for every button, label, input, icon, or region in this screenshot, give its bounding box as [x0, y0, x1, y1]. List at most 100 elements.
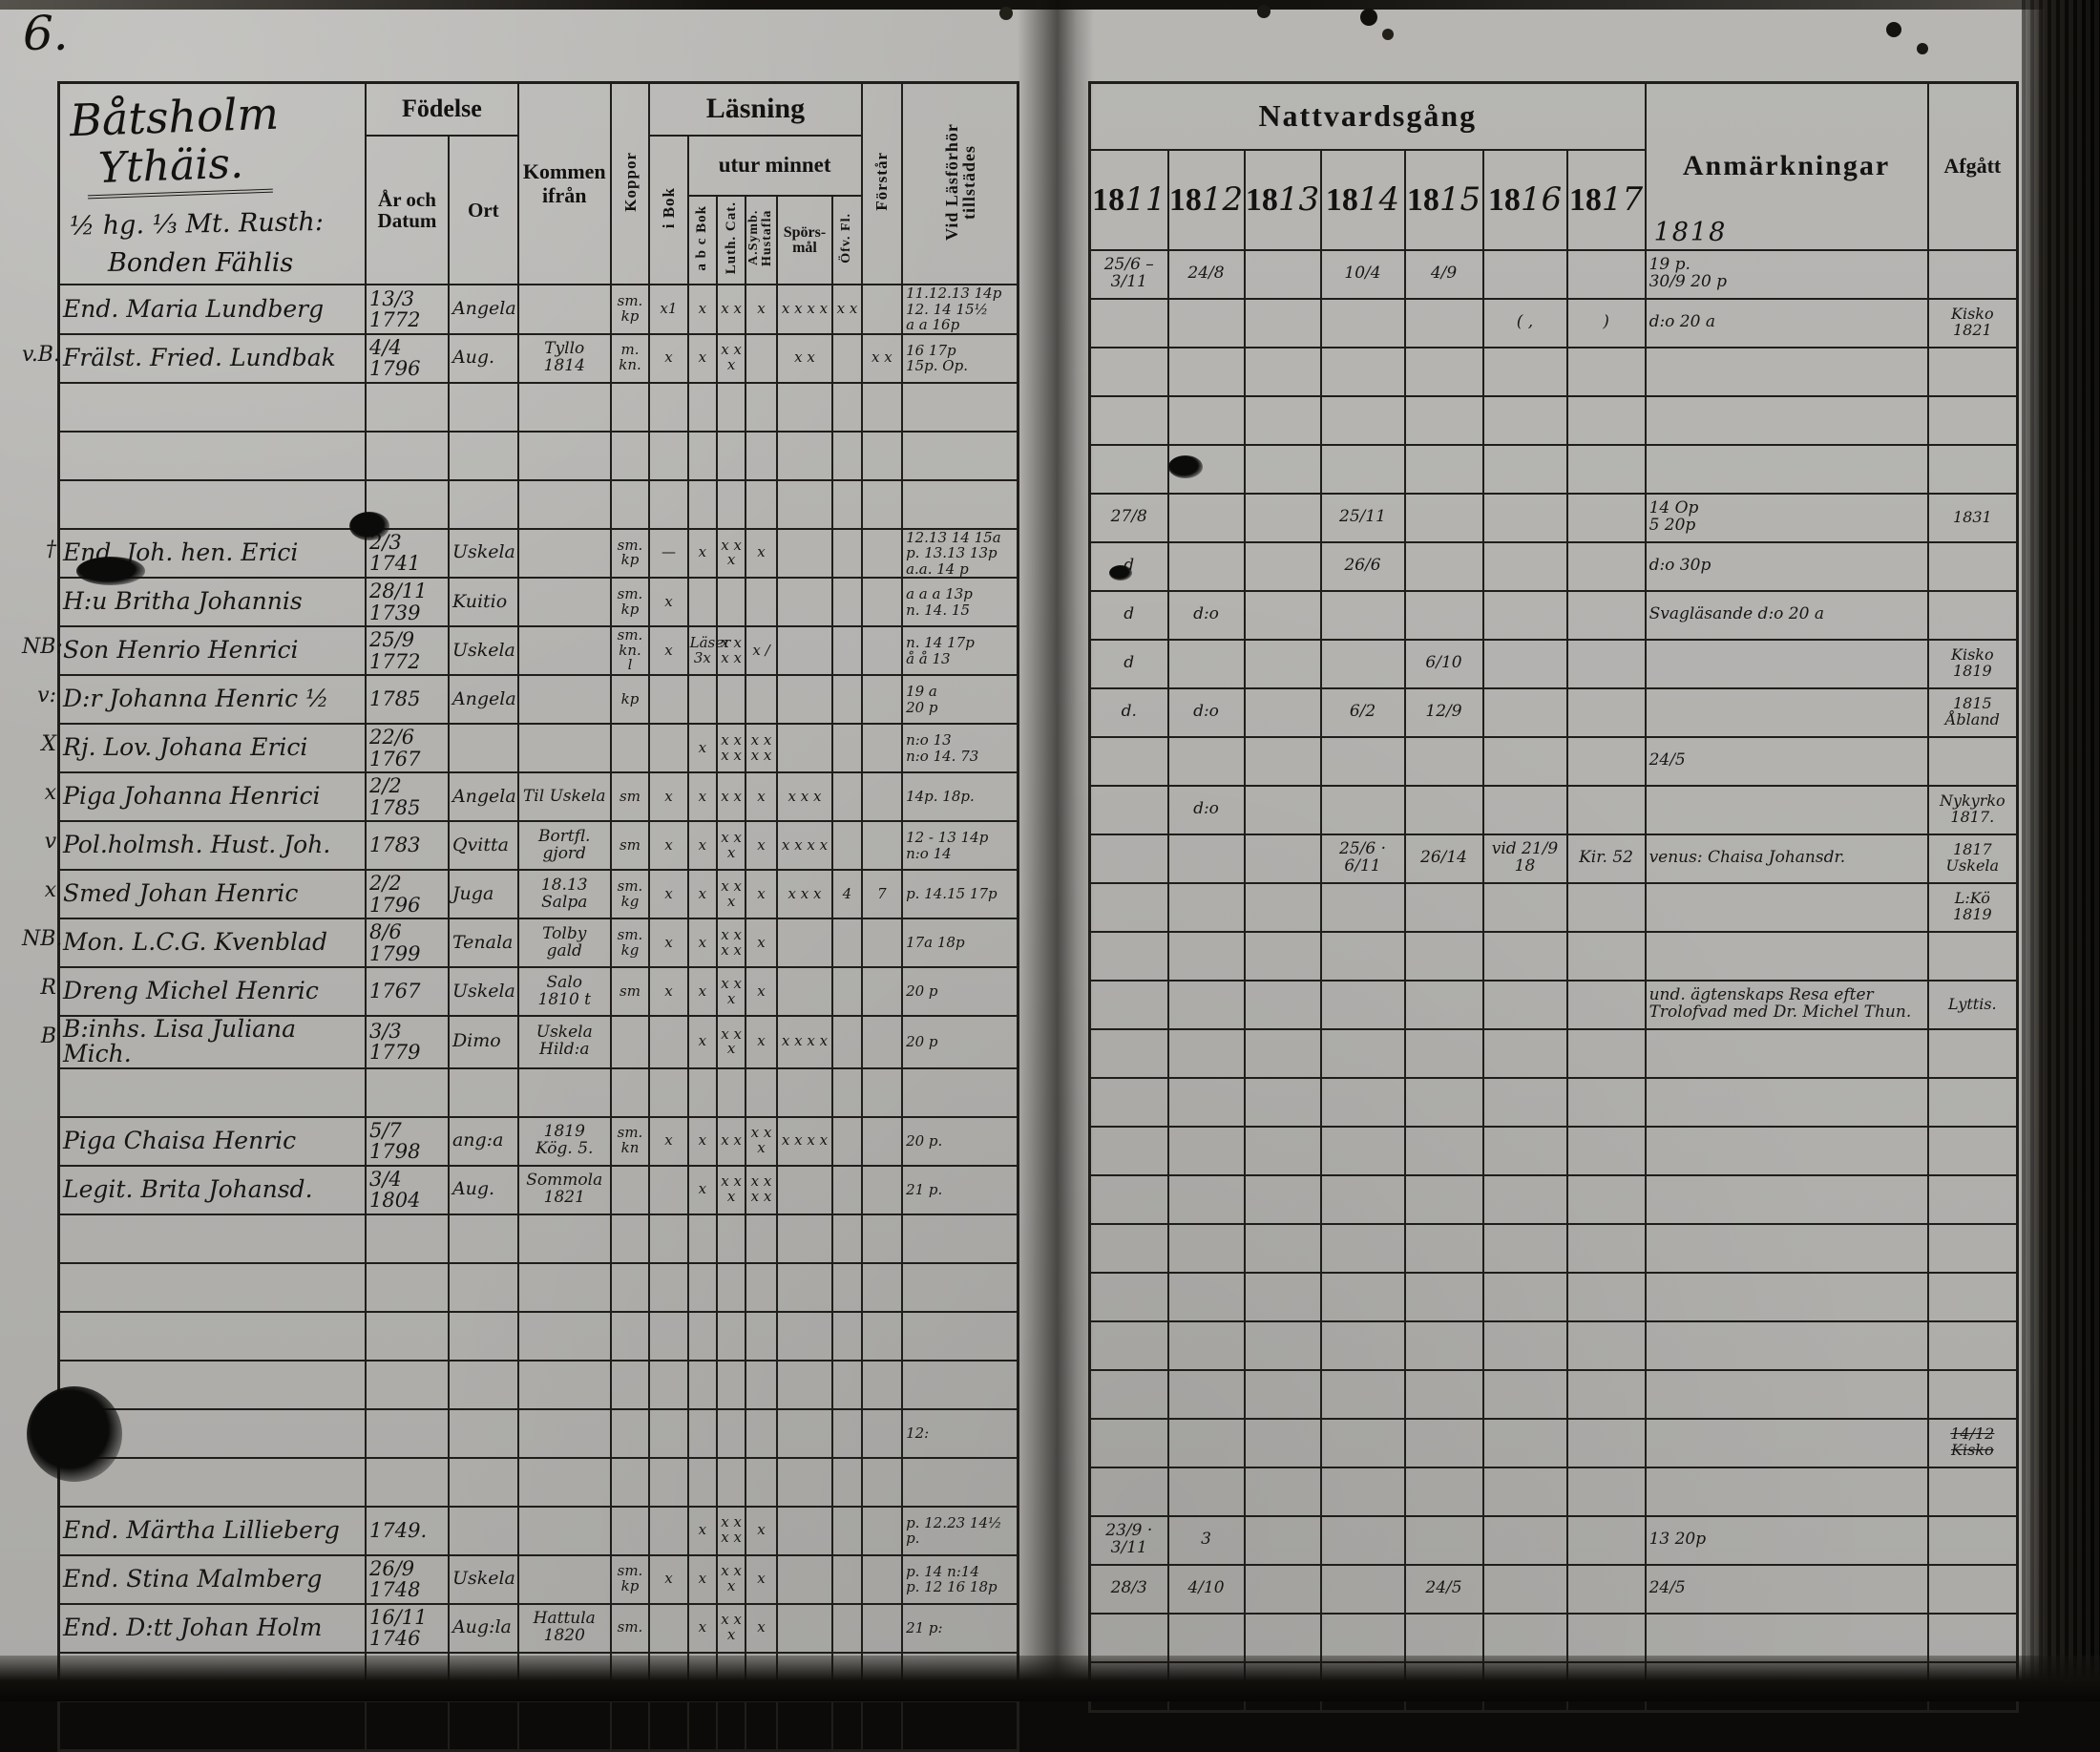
communion-y12-cell	[1166, 1173, 1246, 1225]
communion-y14-cell	[1319, 979, 1406, 1030]
col-header-year-1814: 1814	[1319, 148, 1406, 251]
smallpox-cell: sm.	[609, 1602, 651, 1654]
communion-y12-cell: d:o	[1166, 784, 1246, 835]
reading-mark-cell: x	[686, 284, 718, 335]
come-from-cell	[516, 430, 612, 481]
communion-y17-cell	[1565, 1222, 1647, 1274]
person-name: Frälst. Fried. Lundbak	[63, 343, 336, 371]
come-from-cell: Uskela Hild:a	[516, 1015, 612, 1069]
smallpox-cell	[609, 1015, 651, 1069]
reading-mark-cell	[860, 1261, 904, 1313]
communion-y16-cell	[1481, 1368, 1568, 1420]
register-row-left: v Pol.holmsh. Hust. Joh. 1783 Qvitta Bortfl.…	[45, 820, 1019, 871]
birth-place-cell	[447, 1505, 519, 1556]
reading-mark-cell: x	[745, 918, 778, 968]
communion-y14-cell: 10/4	[1319, 248, 1406, 300]
year-script-digits: 16	[1520, 180, 1563, 219]
communion-y14-cell	[1319, 784, 1406, 835]
person-name: Smed Johan Henric	[63, 879, 299, 908]
reading-mark-cell	[686, 478, 718, 530]
year-printed-prefix: 18	[1092, 182, 1125, 218]
remark-cell	[1644, 346, 1929, 397]
smallpox-cell	[609, 1164, 651, 1215]
reading-mark-cell: x	[648, 869, 689, 919]
reading-mark-cell	[648, 723, 689, 773]
communion-y13-cell	[1243, 1173, 1322, 1225]
reading-mark-cell	[686, 1310, 718, 1361]
reading-mark-cell: x x x x	[775, 820, 834, 871]
moved-away-cell	[1926, 1368, 2019, 1420]
moved-away-cell	[1926, 1466, 2019, 1517]
communion-y17-cell	[1565, 1173, 1647, 1225]
name-cell	[57, 1261, 367, 1313]
reading-mark-cell	[860, 478, 904, 530]
communion-y15-cell	[1403, 346, 1484, 397]
reading-mark-cell: x x x x	[775, 284, 834, 335]
col-header-year-1813: 1813	[1243, 148, 1322, 251]
reading-mark-cell: x	[745, 1505, 778, 1556]
reading-mark-cell	[831, 1505, 863, 1556]
remark-cell	[1644, 1466, 1929, 1517]
communion-y11-cell	[1088, 833, 1169, 884]
reading-mark-cell	[715, 1310, 747, 1361]
person-name: Piga Johanna Henrici	[63, 782, 321, 811]
col-header-kommen-ifran: Kommen ifrån	[516, 81, 612, 285]
birth-place-cell: Uskela	[447, 625, 519, 676]
communion-y15-cell	[1403, 1514, 1484, 1566]
communion-y11-cell: d	[1088, 540, 1169, 592]
exam-note-cell: 20 p.	[901, 1115, 1019, 1167]
reading-mark-cell	[686, 1359, 718, 1410]
communion-y13-cell	[1243, 638, 1322, 689]
register-row-right: 25/6 · 6/11 26/14 vid 21/9 18 Kir. 52 venus:…	[1088, 833, 2019, 884]
moved-away-cell	[1926, 1125, 2019, 1176]
remark-cell: d:o 30p	[1644, 540, 1929, 592]
smallpox-cell	[609, 1407, 651, 1459]
exam-note-cell	[901, 478, 1019, 530]
household-note-line4: Bonden Fählis	[108, 248, 294, 278]
come-from-cell	[516, 1505, 612, 1556]
communion-y14-cell: 6/2	[1319, 686, 1406, 738]
communion-y14-cell	[1319, 394, 1406, 446]
col-header-year-1817: 1817	[1565, 148, 1647, 251]
reading-mark-cell	[775, 577, 834, 627]
communion-y12-cell	[1166, 1125, 1246, 1176]
communion-y17-cell	[1565, 686, 1647, 738]
communion-y13-cell	[1243, 1514, 1322, 1566]
register-row-left: Legit. Brita Johansd. 3/4 1804 Aug. Sommola…	[57, 1164, 1019, 1215]
reading-mark-cell	[715, 1213, 747, 1264]
reading-mark-cell: x	[745, 527, 778, 579]
communion-y14-cell	[1319, 881, 1406, 933]
birth-date-cell: 16/11 1746	[365, 1602, 450, 1654]
reading-mark-cell: x	[745, 966, 778, 1017]
reading-mark-cell	[831, 1359, 863, 1410]
exam-note-cell	[901, 1699, 1019, 1751]
communion-y17-cell	[1565, 979, 1647, 1030]
communion-y17-cell	[1565, 1076, 1647, 1128]
communion-y14-cell	[1319, 1222, 1406, 1274]
birth-place-cell	[447, 1699, 519, 1751]
remark-cell: venus: Chaisa Johansdr.	[1644, 833, 1929, 884]
birth-place-cell: Aug:la	[447, 1602, 519, 1654]
smallpox-cell	[609, 1261, 651, 1313]
birth-date-cell: 25/9 1772	[365, 625, 450, 676]
register-row-right: d 26/6 d:o 30p	[1088, 540, 2019, 592]
communion-y13-cell	[1243, 589, 1322, 641]
reading-mark-cell: x	[648, 771, 689, 822]
reading-mark-cell: x	[686, 771, 718, 822]
year-script-digits: 17	[1601, 180, 1644, 219]
come-from-cell: 1819 Kög. 5.	[516, 1115, 612, 1167]
reading-mark-cell	[831, 332, 863, 384]
moved-away-cell	[1926, 248, 2019, 300]
reading-mark-cell	[648, 1505, 689, 1556]
communion-y17-cell	[1565, 1466, 1647, 1517]
reading-mark-cell	[775, 966, 834, 1017]
remark-cell	[1644, 1027, 1929, 1079]
reading-mark-cell	[745, 1699, 778, 1751]
col-header-ofv-fl: Öfv. Fl.	[831, 195, 863, 285]
reading-mark-cell: x	[745, 771, 778, 822]
moved-away-cell	[1926, 1222, 2019, 1274]
communion-y12-cell: 4/10	[1166, 1563, 1246, 1615]
register-row-left: B B:inhs. Lisa Juliana Mich. 3/3 1779 Dimo U…	[41, 1015, 1019, 1069]
communion-y15-cell: 12/9	[1403, 686, 1484, 738]
